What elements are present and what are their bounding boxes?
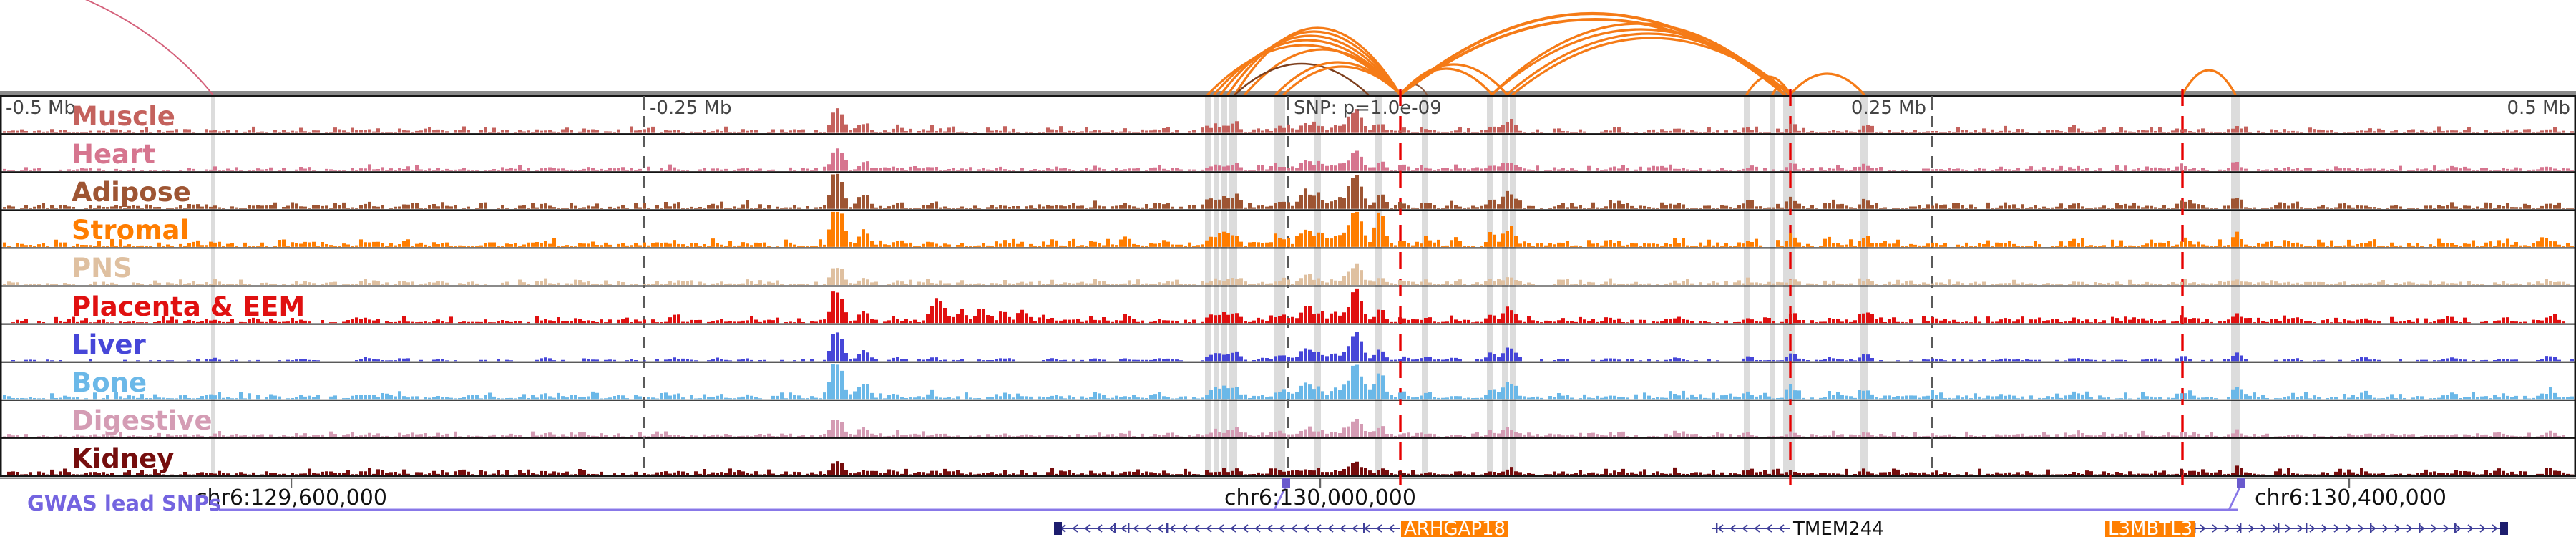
gene-label-l3mbtl3[interactable]: L3MBTL3: [2105, 521, 2195, 537]
track-label-heart: Heart: [72, 139, 155, 170]
track-label-bone: Bone: [72, 367, 147, 398]
track-label-adipose: Adipose: [72, 177, 191, 208]
gwas-lead-snps-label: GWAS lead SNPs: [27, 491, 221, 516]
coordinate-label-right: chr6:130,400,000: [2255, 485, 2446, 511]
track-label-placenta: Placenta & EEM: [72, 291, 305, 322]
signal-Kidney: [7, 461, 2574, 475]
track-label-liver: Liver: [72, 329, 146, 360]
coordinate-label-left: chr6:129,600,000: [195, 485, 387, 511]
tracks-canvas: [0, 0, 2576, 537]
signal-Liver: [11, 332, 2574, 361]
genome-browser-view: -0.5 Mb -0.25 Mb SNP: p=1.0e-09 0.25 Mb …: [0, 0, 2576, 537]
interaction-arcs: [74, 0, 2235, 95]
ruler-label-0.25mb: 0.25 Mb: [1851, 97, 1926, 119]
gwas-snp-marker[interactable]: [2237, 478, 2245, 488]
gene-label-arhgap18[interactable]: ARHGAP18: [1401, 521, 1508, 537]
track-label-stromal: Stromal: [72, 215, 189, 246]
ruler-label-minus-0.25mb: -0.25 Mb: [650, 97, 731, 119]
signal-PNS: [3, 264, 2570, 285]
gene-label-tmem244[interactable]: TMEM244: [1793, 521, 1884, 537]
track-label-digestive: Digestive: [72, 405, 213, 436]
ruler-label-minus-0.5mb: -0.5 Mb: [6, 97, 76, 119]
track-label-muscle: Muscle: [72, 101, 175, 132]
track-label-kidney: Kidney: [72, 443, 174, 474]
snp-pvalue-label: SNP: p=1.0e-09: [1294, 97, 1442, 119]
ruler-label-0.5mb: 0.5 Mb: [2507, 97, 2570, 119]
coordinate-label-center: chr6:130,000,000: [1224, 485, 1416, 511]
track-label-pns: PNS: [72, 253, 132, 284]
gene-track: [1054, 522, 2508, 535]
